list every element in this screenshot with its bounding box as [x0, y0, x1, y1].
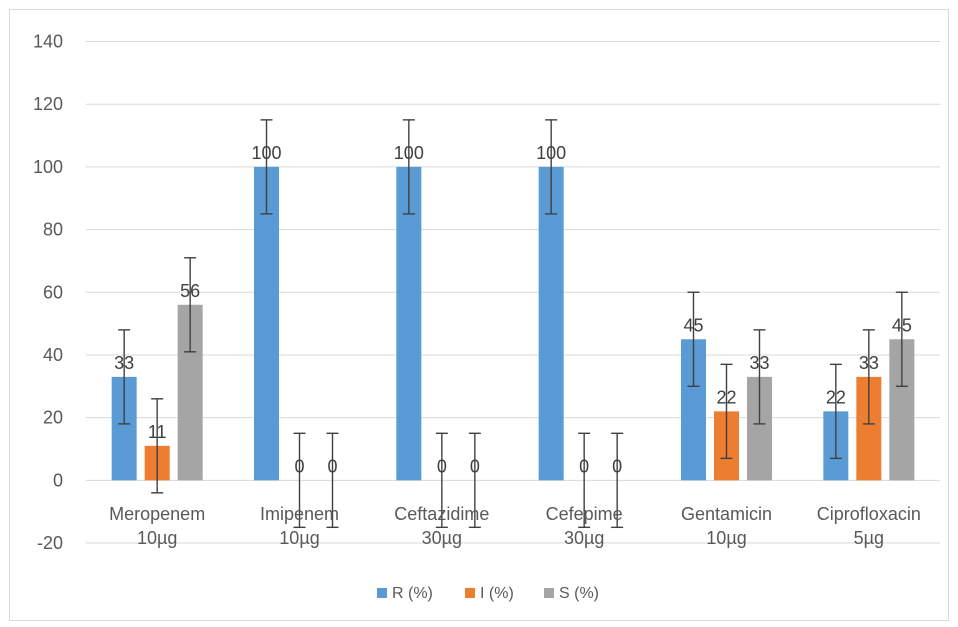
data-label: 0 [612, 456, 622, 476]
data-label: 45 [683, 315, 703, 335]
bar [538, 166, 564, 481]
x-tick-label: Gentamicin 10µg [681, 504, 772, 548]
legend: R (%) I (%) S (%) [377, 585, 599, 602]
x-tick-label: Cefepime 30µg [546, 504, 623, 548]
data-label: 100 [251, 143, 281, 163]
legend-swatch [377, 588, 387, 598]
bar [254, 166, 279, 481]
y-tick-label: 100 [33, 157, 63, 177]
legend-label: R (%) [392, 585, 433, 602]
gridlines [86, 41, 940, 544]
y-axis-ticks: -20 0 20 40 60 80 100 120 140 [33, 32, 63, 554]
y-tick-label: 20 [43, 408, 63, 428]
error-bar [402, 119, 415, 215]
y-tick-label: 40 [43, 345, 63, 365]
data-label: 22 [826, 387, 846, 407]
error-bar [260, 119, 273, 215]
data-label: 0 [294, 456, 304, 476]
x-tick-label: Ceftazidime 30µg [394, 504, 489, 548]
data-label: 33 [749, 353, 769, 373]
data-labels: 33 100 100 100 45 22 11 0 0 0 22 33 56 0 0 0 33 45 [114, 143, 912, 476]
x-axis-ticks: Meropenem 10µg Imipenem 10µg Ceftazidime 30µg… [109, 504, 921, 548]
y-tick-label: 140 [33, 32, 63, 52]
x-tick-label: Meropenem 10µg [109, 504, 205, 548]
y-tick-label: 60 [43, 282, 63, 302]
y-tick-label: 0 [53, 470, 63, 490]
x-tick-label: Imipenem 10µg [260, 504, 339, 548]
error-bar [611, 432, 624, 529]
data-label: 0 [327, 456, 337, 476]
error-bar [687, 291, 700, 387]
error-bar [151, 398, 164, 494]
data-label: 0 [470, 456, 480, 476]
error-bar [184, 257, 197, 353]
data-label: 100 [394, 143, 424, 163]
error-bars [118, 119, 908, 529]
error-bar [293, 432, 306, 529]
error-bar [753, 329, 766, 425]
legend-label: S (%) [559, 585, 599, 602]
legend-item: S (%) [544, 585, 599, 602]
data-label: 0 [437, 456, 447, 476]
bars [111, 166, 915, 481]
error-bar [545, 119, 558, 215]
legend-swatch [544, 588, 554, 598]
data-label: 45 [892, 315, 912, 335]
y-tick-label: 120 [33, 94, 63, 114]
error-bar [118, 329, 131, 425]
error-bar [326, 432, 339, 529]
legend-item: R (%) [377, 585, 433, 602]
error-bar [720, 363, 733, 460]
data-label: 11 [148, 422, 167, 442]
legend-item: I (%) [465, 585, 514, 602]
data-label: 100 [536, 143, 566, 163]
error-bar [468, 432, 481, 529]
error-bar [829, 363, 842, 460]
error-bar [895, 291, 908, 387]
bar [396, 166, 422, 481]
y-tick-label: 80 [43, 220, 63, 240]
x-tick-label: Ciprofloxacin 5µg [817, 504, 921, 548]
legend-label: I (%) [480, 585, 514, 602]
data-label: 0 [579, 456, 589, 476]
error-bar [862, 329, 875, 425]
legend-swatch [465, 588, 475, 598]
y-tick-label: -20 [37, 533, 63, 553]
data-label: 22 [716, 387, 736, 407]
data-label: 56 [180, 281, 200, 301]
data-label: 33 [114, 353, 134, 373]
data-label: 33 [859, 353, 879, 373]
error-bar [578, 432, 591, 529]
chart-frame [9, 9, 949, 621]
error-bar [435, 432, 448, 529]
